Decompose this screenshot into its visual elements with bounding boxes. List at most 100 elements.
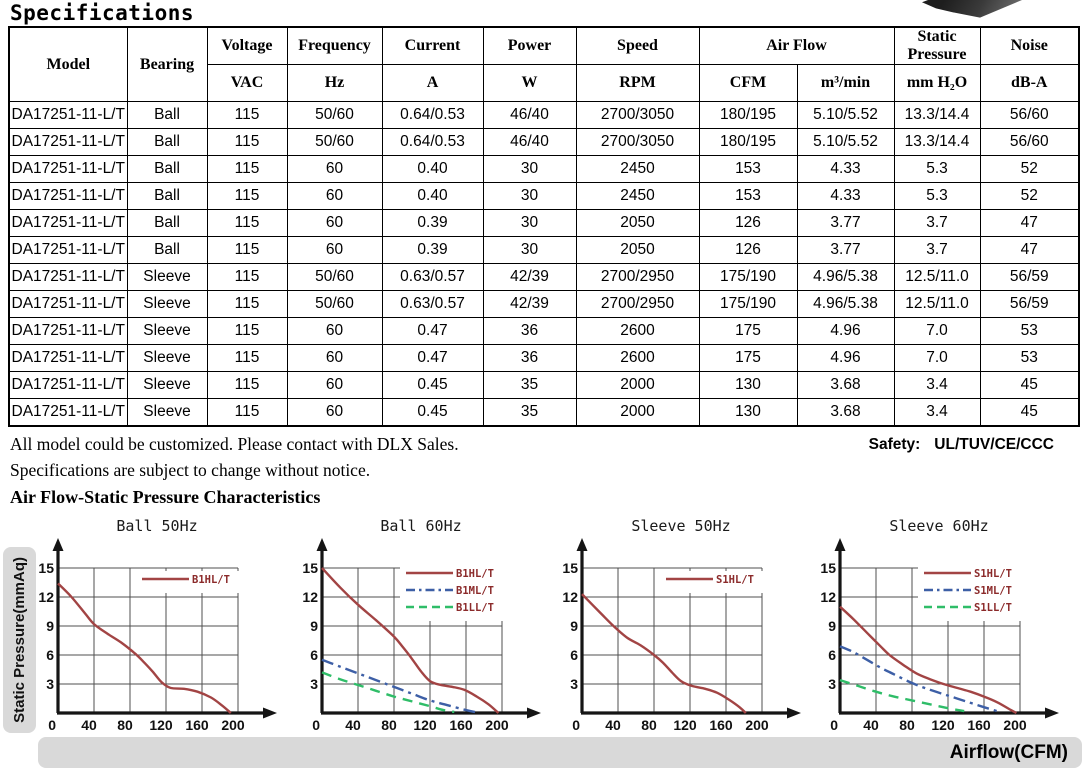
unit-header-vac: VAC <box>206 64 288 102</box>
col-header-power: Power <box>482 26 577 65</box>
note-line-2: Specifications are subject to change wit… <box>10 460 371 480</box>
x-axis-label: Airflow(CFM) <box>949 741 1068 763</box>
model-cell: DA17251-11-L/T <box>8 344 128 372</box>
spec-cell: 115 <box>206 209 288 237</box>
spec-cell: 2050 <box>575 209 700 237</box>
col-header-model: Model <box>8 26 128 102</box>
y-tick-label: 9 <box>570 618 578 634</box>
spec-row: DA17251-11-L/T Ball 115 60 0.39 30 2050 126 3.77… <box>8 209 1080 237</box>
col-header-voltage: Voltage <box>206 26 288 65</box>
spec-cell: 4.33 <box>796 182 895 210</box>
airflow-pressure-chart: 3 6 9 12 15 0 40 80 120 160 200 S1HL/T <box>562 538 801 733</box>
spec-cell: 52 <box>979 182 1080 210</box>
spec-cell: Ball <box>126 182 208 210</box>
spec-cell: 115 <box>206 155 288 183</box>
y-tick-label: 9 <box>828 618 836 634</box>
spec-cell: 4.96 <box>796 317 895 345</box>
spec-cell: 180/195 <box>698 101 798 129</box>
y-tick-label: 3 <box>828 676 836 692</box>
x-tick-label: 200 <box>485 717 509 733</box>
spec-cell: 130 <box>698 398 798 427</box>
x-tick-label: 200 <box>745 717 769 733</box>
series-path-s1hl-t <box>839 605 1017 715</box>
spec-cell: 47 <box>979 236 1080 264</box>
spec-cell: 175 <box>698 317 798 345</box>
legend-bg <box>660 571 763 593</box>
model-cell: DA17251-11-L/T <box>8 398 128 427</box>
spec-cell: 30 <box>482 182 577 210</box>
series-path-b1ll-t <box>321 671 455 714</box>
y-tick-label: 12 <box>302 589 318 605</box>
unit-header-hz: Hz <box>286 64 383 102</box>
spec-cell: 56/59 <box>979 263 1080 291</box>
table-header: Model Bearing Voltage Frequency Current … <box>8 26 1080 102</box>
spec-cell: 0.64/0.53 <box>381 101 484 129</box>
spec-cell: 115 <box>206 398 288 427</box>
chart-block-2: Ball 60Hz 3 6 9 12 15 0 40 80 120 160 200 B1HL/T B1ML… <box>296 516 546 736</box>
spec-cell: 30 <box>482 155 577 183</box>
section-title: Air Flow-Static Pressure Characteristics <box>10 487 321 507</box>
legend-label: S1ML/T <box>974 585 1012 597</box>
spec-cell: 4.33 <box>796 155 895 183</box>
x-tick-label: 200 <box>1003 717 1027 733</box>
spec-cell: 115 <box>206 371 288 399</box>
spec-cell: Sleeve <box>126 398 208 427</box>
y-tick-label: 0 <box>48 717 56 733</box>
spec-cell: 30 <box>482 236 577 264</box>
spec-cell: 5.10/5.52 <box>796 101 895 129</box>
spec-cell: 5.10/5.52 <box>796 128 895 156</box>
spec-cell: 42/39 <box>482 263 577 291</box>
series-path-s1ml-t <box>839 645 1001 714</box>
x-tick-label: 40 <box>81 717 97 733</box>
airflow-pressure-chart: 3 6 9 12 15 0 40 80 120 160 200 S1HL/T S1ML/T S1LL/T <box>820 538 1059 733</box>
spec-cell: 60 <box>286 371 383 399</box>
chart-block-3: Sleeve 50Hz 3 6 9 12 15 0 40 80 120 160 200 S1HL/T <box>556 516 806 736</box>
spec-cell: 12.5/11.0 <box>893 290 981 318</box>
y-tick-label: 0 <box>830 717 838 733</box>
spec-cell: 2700/3050 <box>575 128 700 156</box>
spec-cell: 2450 <box>575 155 700 183</box>
spec-cell: 115 <box>206 290 288 318</box>
col-header-current: Current <box>381 26 484 65</box>
spec-cell: 2450 <box>575 182 700 210</box>
spec-cell: 0.63/0.57 <box>381 290 484 318</box>
spec-cell: 3.4 <box>893 371 981 399</box>
spec-cell: 0.47 <box>381 344 484 372</box>
x-axis-arrow <box>787 707 801 719</box>
spec-cell: 0.39 <box>381 236 484 264</box>
spec-cell: 2600 <box>575 317 700 345</box>
spec-cell: 2050 <box>575 236 700 264</box>
model-cell: DA17251-11-L/T <box>8 182 128 210</box>
airflow-pressure-chart: 3 6 9 12 15 0 40 80 120 160 200 B1HL/T B1ML/T B1LL/T <box>302 538 541 733</box>
model-cell: DA17251-11-L/T <box>8 317 128 345</box>
chart-block-1: Ball 50Hz 3 6 9 12 15 0 40 80 120 160 200 B1HL/T <box>32 516 282 736</box>
spec-cell: Sleeve <box>126 263 208 291</box>
model-cell: DA17251-11-L/T <box>8 263 128 291</box>
page-title: Specifications <box>10 1 199 28</box>
y-tick-label: 15 <box>38 560 54 576</box>
spec-row: DA17251-11-L/T Ball 115 60 0.39 30 2050 126 3.77… <box>8 236 1080 264</box>
airflow-pressure-chart: 3 6 9 12 15 0 40 80 120 160 200 B1HL/T <box>38 538 277 733</box>
spec-cell: 115 <box>206 263 288 291</box>
spec-cell: 47 <box>979 209 1080 237</box>
spec-cell: 126 <box>698 209 798 237</box>
spec-cell: 3.7 <box>893 236 981 264</box>
x-tick-label: 120 <box>931 717 955 733</box>
spec-cell: 50/60 <box>286 101 383 129</box>
y-tick-label: 3 <box>310 676 318 692</box>
spec-cell: 115 <box>206 344 288 372</box>
y-tick-label: 6 <box>310 647 318 663</box>
x-tick-label: 40 <box>345 717 361 733</box>
spec-cell: 53 <box>979 317 1080 345</box>
notes: All model could be customized. Please co… <box>10 431 459 483</box>
spec-cell: 45 <box>979 398 1080 427</box>
x-axis-arrow <box>1045 707 1059 719</box>
unit-header-rpm: RPM <box>575 64 700 102</box>
spec-cell: Sleeve <box>126 344 208 372</box>
x-axis-arrow <box>527 707 541 719</box>
spec-cell: 13.3/14.4 <box>893 128 981 156</box>
col-header-noise: Noise <box>979 26 1080 65</box>
spec-cell: 56/60 <box>979 101 1080 129</box>
spec-cell: 115 <box>206 182 288 210</box>
spec-cell: Ball <box>126 236 208 264</box>
